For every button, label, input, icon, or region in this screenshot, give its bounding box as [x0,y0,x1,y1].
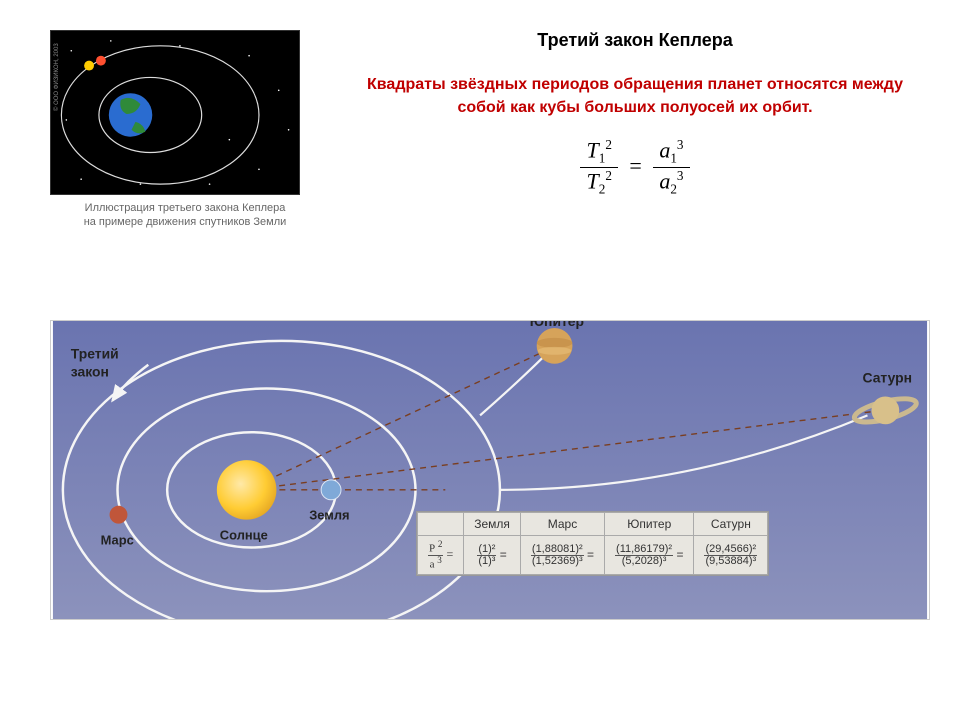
earth-orbit-svg [51,31,299,194]
formula-rhs: a13 a23 [653,137,689,197]
top-section: © ООО ФИЗИКОН, 2003 [0,0,960,240]
row-label: P 2 a 3 = [418,536,464,575]
diagram-caption-2: закон [71,364,109,380]
col-earth: Земля [464,513,521,536]
solar-system-diagram: Солнце Земля Марс Юпитер Сатурн Третий з… [50,320,930,620]
a1-base: a [659,138,670,163]
copyright-text: © ООО ФИЗИКОН, 2003 [54,43,60,111]
T1-sub: 1 [599,151,606,166]
page-title: Третий закон Кеплера [360,30,910,51]
row-eq: = [446,547,453,561]
cell-mars: (1,88081)²(1,52369)³ = [520,536,604,575]
col-jupiter: Юпитер [605,513,694,536]
T2-base: T [586,168,598,193]
a1-sup: 3 [677,137,684,152]
col-mars: Марс [520,513,604,536]
kepler-table: Земля Марс Юпитер Сатурн P 2 a 3 = (1)²(… [416,511,769,576]
T1-base: T [586,138,598,163]
a1-sub: 1 [670,151,677,166]
caption-line-2: на примере движения спутников Земли [84,216,287,228]
formula-lhs: T12 T22 [580,137,617,197]
a2-sup: 3 [677,168,684,183]
sun-label: Солнце [220,528,268,543]
kepler-formula: T12 T22 = a13 a23 [360,137,910,197]
T1-sup: 2 [605,137,612,152]
T2-sub: 2 [599,182,606,197]
saturn-label: Сатурн [862,370,912,386]
table-data-row: P 2 a 3 = (1)²(1)³ = (1,88081)²(1,52369)… [418,536,768,575]
mars-label: Марс [101,533,134,548]
cell-jupiter: (11,86179)²(5,2028)³ = [605,536,694,575]
cell-earth: (1)²(1)³ = [464,536,521,575]
law-definition: Квадраты звёздных периодов обращения пла… [360,73,910,119]
thumb-column: © ООО ФИЗИКОН, 2003 [50,30,320,230]
cell-saturn: (29,4566)²(9,53884)³ [694,536,768,575]
a2-base: a [659,168,670,193]
earth-label: Земля [309,508,349,523]
jupiter-label: Юпитер [530,321,584,329]
T2-sup: 2 [605,168,612,183]
table-header-row: Земля Марс Юпитер Сатурн [418,513,768,536]
a2-sub: 2 [670,182,677,197]
earth-satellite-thumbnail: © ООО ФИЗИКОН, 2003 [50,30,300,195]
col-saturn: Сатурн [694,513,768,536]
equals-sign: = [623,153,647,178]
caption-line-1: Иллюстрация третьего закона Кеплера [85,202,286,214]
thumbnail-caption: Иллюстрация третьего закона Кеплера на п… [50,201,320,230]
diagram-caption-1: Третий [71,346,119,362]
text-column: Третий закон Кеплера Квадраты звёздных п… [360,30,940,230]
